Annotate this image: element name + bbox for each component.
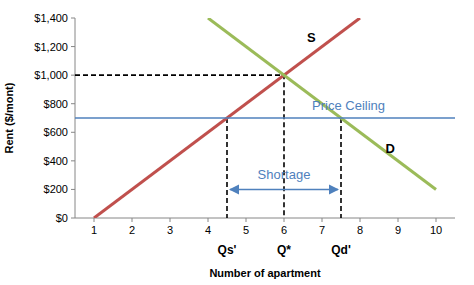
x-tick-label: 9 xyxy=(395,224,401,236)
y-tick xyxy=(71,18,75,19)
y-tick-label: $400 xyxy=(44,155,68,167)
y-tick xyxy=(71,103,75,104)
series-label: Price Ceiling xyxy=(312,98,385,113)
x-tick-label: 8 xyxy=(357,224,363,236)
guide-line xyxy=(75,75,284,218)
x-axis-title: Number of apartment xyxy=(209,267,321,279)
y-tick xyxy=(71,132,75,133)
x-tick xyxy=(436,218,437,222)
quantity-label: Qd' xyxy=(331,243,351,257)
y-tick-label: $1,400 xyxy=(34,12,68,24)
y-tick-label: $1,000 xyxy=(34,69,68,81)
quantity-label: Q* xyxy=(277,243,291,257)
y-tick xyxy=(71,160,75,161)
y-axis-title: Rent ($/mont) xyxy=(3,82,15,153)
x-tick xyxy=(284,218,285,222)
chart: $0 $200 $400 $600 $800 $1,000 $1,200 $1,400 1 2 3 4… xyxy=(0,0,474,285)
x-tick xyxy=(170,218,171,222)
series-line xyxy=(208,18,436,189)
x-tick-label: 4 xyxy=(205,224,211,236)
x-tick xyxy=(398,218,399,222)
guide-line xyxy=(340,118,342,218)
y-tick-label: $600 xyxy=(44,126,68,138)
y-tick xyxy=(71,218,75,219)
y-tick xyxy=(71,189,75,190)
series-label: S xyxy=(307,30,316,45)
shortage-arrow xyxy=(230,189,338,191)
x-tick xyxy=(322,218,323,222)
series-label: D xyxy=(385,141,394,156)
x-tick-label: 5 xyxy=(243,224,249,236)
x-tick xyxy=(94,218,95,222)
shortage-label: Shortage xyxy=(258,167,311,182)
guide-line xyxy=(226,118,228,218)
y-tick-label: $1,200 xyxy=(34,41,68,53)
x-tick-label: 7 xyxy=(319,224,325,236)
x-tick xyxy=(132,218,133,222)
background xyxy=(0,0,474,285)
y-tick-label: $800 xyxy=(44,98,68,110)
x-tick-label: 3 xyxy=(167,224,173,236)
x-tick xyxy=(208,218,209,222)
y-tick xyxy=(71,75,75,76)
x-tick-label: 1 xyxy=(91,224,97,236)
plot-area xyxy=(75,18,455,218)
quantity-label: Qs' xyxy=(218,243,237,257)
series-line xyxy=(75,117,455,119)
x-tick-label: 2 xyxy=(129,224,135,236)
y-tick-label: $200 xyxy=(44,183,68,195)
x-tick xyxy=(246,218,247,222)
x-tick-label: 6 xyxy=(281,224,287,236)
y-tick xyxy=(71,46,75,47)
x-tick-label: 10 xyxy=(430,224,442,236)
x-tick xyxy=(360,218,361,222)
y-tick-label: $0 xyxy=(56,212,68,224)
